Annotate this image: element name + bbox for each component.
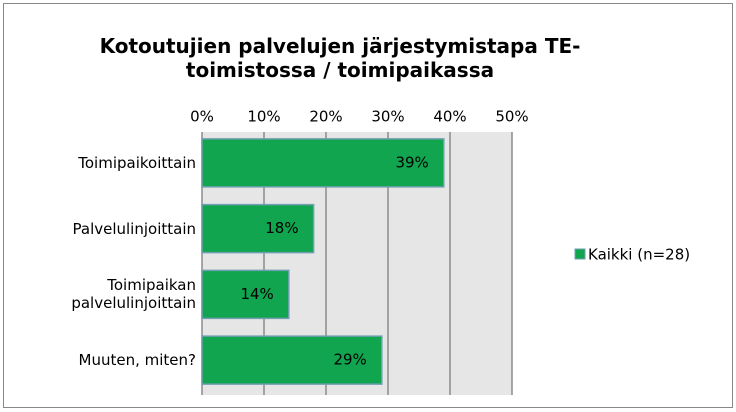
data-label: 39% xyxy=(395,153,428,171)
x-tick-label: 20% xyxy=(309,108,342,126)
legend-swatch xyxy=(574,248,586,260)
chart-border xyxy=(3,3,733,408)
bar xyxy=(201,203,315,254)
bar xyxy=(201,138,445,188)
data-label: 29% xyxy=(333,351,366,369)
y-tick-label: Toimipaikoittain xyxy=(78,153,196,172)
y-tick-label: Muuten, miten? xyxy=(78,351,196,370)
bar xyxy=(201,335,383,385)
x-tick-label: 10% xyxy=(247,108,280,126)
x-tick-label: 30% xyxy=(371,108,404,126)
legend-label: Kaikki (n=28) xyxy=(588,246,690,264)
y-tick-label: Palvelulinjoittain xyxy=(72,219,197,238)
x-tick-label: 50% xyxy=(495,108,528,126)
x-tick-label: 40% xyxy=(433,108,466,126)
y-tick-label: Toimipaikan palvelulinjoittain xyxy=(71,276,196,313)
chart-title: Kotoutujien palvelujen järjestymistapa T… xyxy=(99,34,581,82)
x-tick-label: 0% xyxy=(190,108,214,126)
bar xyxy=(201,269,290,320)
data-label: 18% xyxy=(265,219,298,237)
data-label: 14% xyxy=(240,285,273,303)
